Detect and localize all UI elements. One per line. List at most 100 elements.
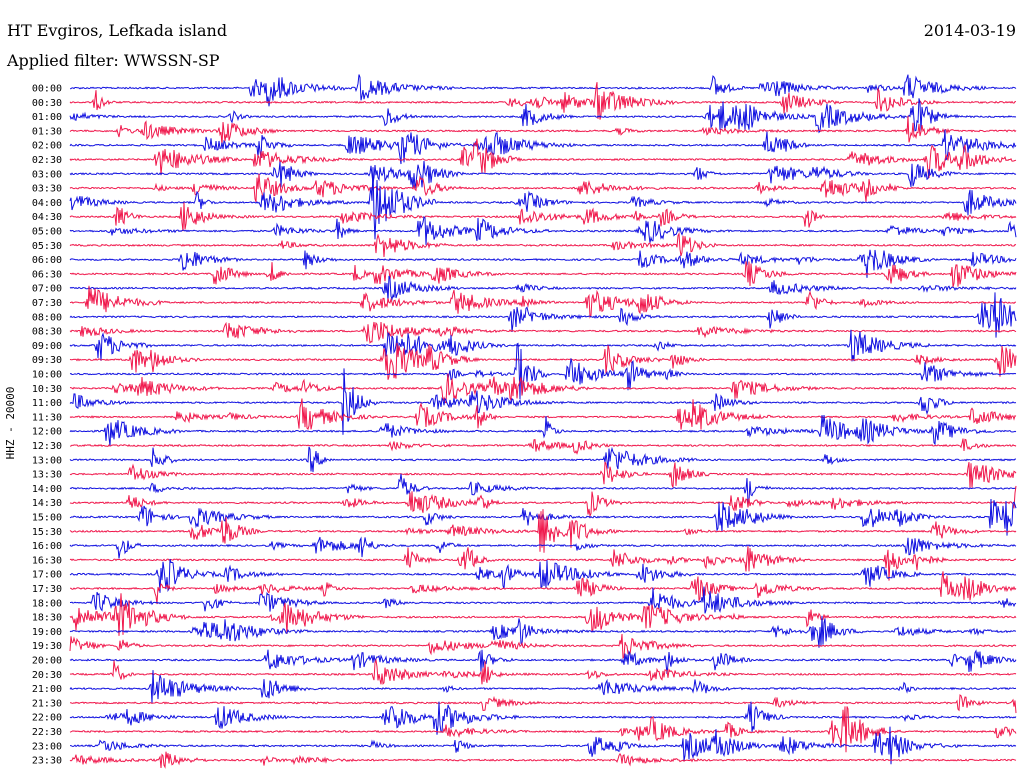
trace-row [69, 461, 1017, 488]
time-tick-label: 11:30 [32, 412, 62, 423]
time-tick-label: 20:30 [32, 670, 62, 681]
trace-row [69, 633, 1017, 660]
trace-row [69, 138, 1017, 179]
time-tick-label: 15:00 [32, 513, 62, 524]
trace-row [69, 342, 1017, 380]
time-tick-label: 07:30 [32, 298, 62, 309]
time-tick-label: 02:00 [32, 141, 62, 152]
trace-row [69, 373, 1017, 404]
trace-row [69, 202, 1017, 232]
time-tick-label: 09:30 [32, 355, 62, 366]
trace-row [69, 649, 1017, 674]
trace-row [69, 231, 1017, 258]
time-tick-label: 21:00 [32, 684, 62, 695]
trace-row [69, 694, 1017, 714]
trace-row [70, 726, 1017, 765]
time-tick-label: 23:00 [32, 741, 62, 752]
trace-row [69, 285, 1017, 319]
time-tick-label: 16:00 [32, 541, 62, 552]
trace-row [69, 701, 1017, 735]
trace-row [69, 275, 1017, 302]
seismic-traces [69, 74, 1017, 769]
trace-row [69, 658, 1017, 685]
time-tick-label: 01:00 [32, 112, 62, 123]
time-tick-label: 12:00 [32, 427, 62, 438]
time-tick-label: 04:30 [32, 212, 62, 223]
trace-row [69, 292, 1017, 338]
time-tick-label: 01:30 [32, 126, 62, 137]
time-tick-labels: 00:00 00:30 01:00 01:30 02:00 02:30 03:00 03:30… [32, 84, 62, 767]
trace-row [69, 321, 1017, 344]
trace-row [69, 173, 1017, 202]
time-tick-label: 14:00 [32, 484, 62, 495]
trace-row [69, 670, 1017, 704]
time-tick-label: 22:30 [32, 727, 62, 738]
trace-row [69, 615, 1016, 648]
time-tick-label: 19:30 [32, 641, 62, 652]
time-tick-label: 00:30 [32, 98, 62, 109]
time-tick-label: 21:30 [32, 698, 62, 709]
trace-row [69, 249, 1017, 278]
trace-row [69, 74, 1017, 107]
date-label: 2014-03-19 [924, 21, 1016, 40]
time-tick-label: 04:00 [32, 198, 62, 209]
time-tick-label: 20:00 [32, 656, 62, 667]
time-tick-label: 09:00 [32, 341, 62, 352]
trace-row [69, 129, 1017, 165]
station-title: HT Evgiros, Lefkada island [7, 21, 227, 40]
trace-row [69, 446, 1017, 473]
time-tick-label: 02:30 [32, 155, 62, 166]
time-tick-label: 13:00 [32, 455, 62, 466]
time-tick-label: 05:00 [32, 227, 62, 238]
trace-row [69, 509, 1017, 553]
time-tick-label: 06:30 [32, 269, 62, 280]
trace-row [69, 473, 1017, 505]
time-tick-label: 03:30 [32, 184, 62, 195]
filter-label: Applied filter: WWSSN-SP [6, 51, 220, 70]
time-tick-label: 18:30 [32, 613, 62, 624]
time-tick-label: 10:00 [32, 370, 62, 381]
time-tick-label: 06:00 [32, 255, 62, 266]
time-tick-label: 23:30 [32, 756, 62, 767]
time-tick-label: 17:30 [32, 584, 62, 595]
time-tick-label: 17:00 [32, 570, 62, 581]
time-tick-label: 15:30 [32, 527, 62, 538]
time-tick-label: 10:30 [32, 384, 62, 395]
time-tick-label: 13:30 [32, 470, 62, 481]
time-tick-label: 08:00 [32, 312, 62, 323]
trace-row [69, 438, 1017, 455]
time-tick-label: 03:00 [32, 169, 62, 180]
time-tick-label: 11:00 [32, 398, 62, 409]
trace-row [69, 558, 1017, 593]
time-tick-label: 07:00 [32, 284, 62, 295]
trace-row [69, 215, 1017, 245]
time-tick-label: 16:30 [32, 555, 62, 566]
time-tick-label: 19:00 [32, 627, 62, 638]
y-axis-label: HHZ - 20000 [4, 387, 17, 460]
time-tick-label: 14:30 [32, 498, 62, 509]
trace-row [69, 706, 1017, 753]
trace-row [69, 261, 1017, 288]
time-tick-label: 00:00 [32, 84, 62, 95]
trace-row [69, 98, 1017, 134]
trace-row [69, 329, 1017, 362]
trace-row [70, 571, 1017, 605]
time-tick-label: 05:30 [32, 241, 62, 252]
trace-row [69, 368, 1017, 435]
trace-row [70, 586, 1017, 614]
time-tick-label: 18:00 [32, 598, 62, 609]
trace-row [69, 593, 1017, 636]
time-tick-label: 08:30 [32, 327, 62, 338]
trace-row [69, 342, 1017, 400]
trace-row [69, 546, 1017, 581]
trace-row [69, 115, 1017, 146]
time-tick-label: 22:00 [32, 713, 62, 724]
trace-row [69, 485, 1017, 518]
trace-row [69, 82, 1016, 120]
trace-row [69, 751, 1017, 769]
trace-row [69, 398, 1017, 431]
trace-row [69, 167, 1017, 240]
trace-row [69, 536, 1017, 559]
trace-row [69, 415, 1017, 447]
